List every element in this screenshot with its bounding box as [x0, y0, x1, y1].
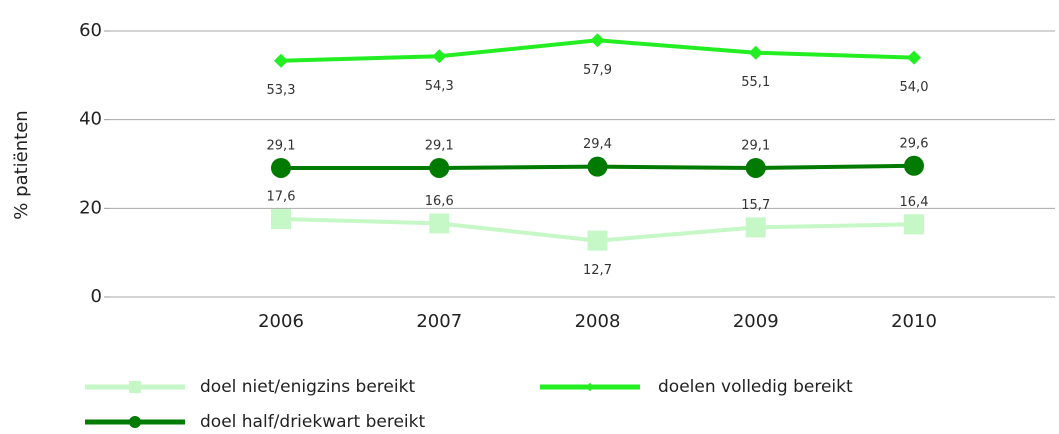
y-axis-label: % patiënten [11, 110, 32, 219]
value-label: 29,1 [267, 138, 296, 153]
data-point [904, 214, 924, 235]
data-point [904, 155, 924, 176]
y-tick-label: 20 [79, 197, 102, 218]
data-point [429, 157, 450, 178]
value-label: 16,4 [900, 195, 929, 210]
value-label: 54,3 [425, 79, 454, 94]
data-point [745, 217, 766, 238]
value-label: 55,1 [741, 75, 770, 90]
data-point [907, 50, 921, 65]
y-tick-label: 60 [79, 20, 102, 41]
value-label: 54,0 [900, 80, 929, 95]
data-point [271, 208, 291, 229]
value-label: 29,1 [741, 138, 770, 153]
value-label: 12,7 [583, 263, 612, 278]
data-point [745, 157, 766, 178]
legend-marker [129, 381, 141, 393]
x-tick-label: 2008 [575, 311, 621, 332]
legend-label: doel half/driekwart bereikt [200, 412, 425, 432]
legend-marker [129, 416, 141, 428]
x-tick-label: 2010 [891, 311, 937, 332]
y-tick-label: 40 [79, 109, 102, 130]
value-label: 15,7 [741, 198, 770, 213]
value-label: 57,9 [583, 63, 612, 78]
value-label: 29,1 [425, 138, 454, 153]
x-tick-label: 2006 [258, 311, 304, 332]
value-label: 17,6 [267, 189, 296, 204]
data-point [271, 157, 291, 178]
data-point [590, 33, 605, 48]
legend-marker [585, 382, 595, 392]
data-point [432, 49, 447, 64]
data-point [748, 45, 763, 60]
value-label: 53,3 [267, 83, 296, 98]
value-label: 29,4 [583, 137, 612, 152]
legend-label: doelen volledig bereikt [658, 377, 853, 397]
data-point [429, 213, 450, 234]
x-tick-label: 2009 [733, 311, 779, 332]
y-tick-label: 0 [91, 286, 102, 307]
data-point [587, 230, 608, 251]
data-point [274, 53, 288, 68]
data-point [587, 156, 608, 177]
value-label: 16,6 [425, 194, 454, 209]
value-label: 29,6 [900, 136, 929, 151]
x-tick-label: 2007 [416, 311, 462, 332]
legend-label: doel niet/enigzins bereikt [200, 377, 415, 397]
